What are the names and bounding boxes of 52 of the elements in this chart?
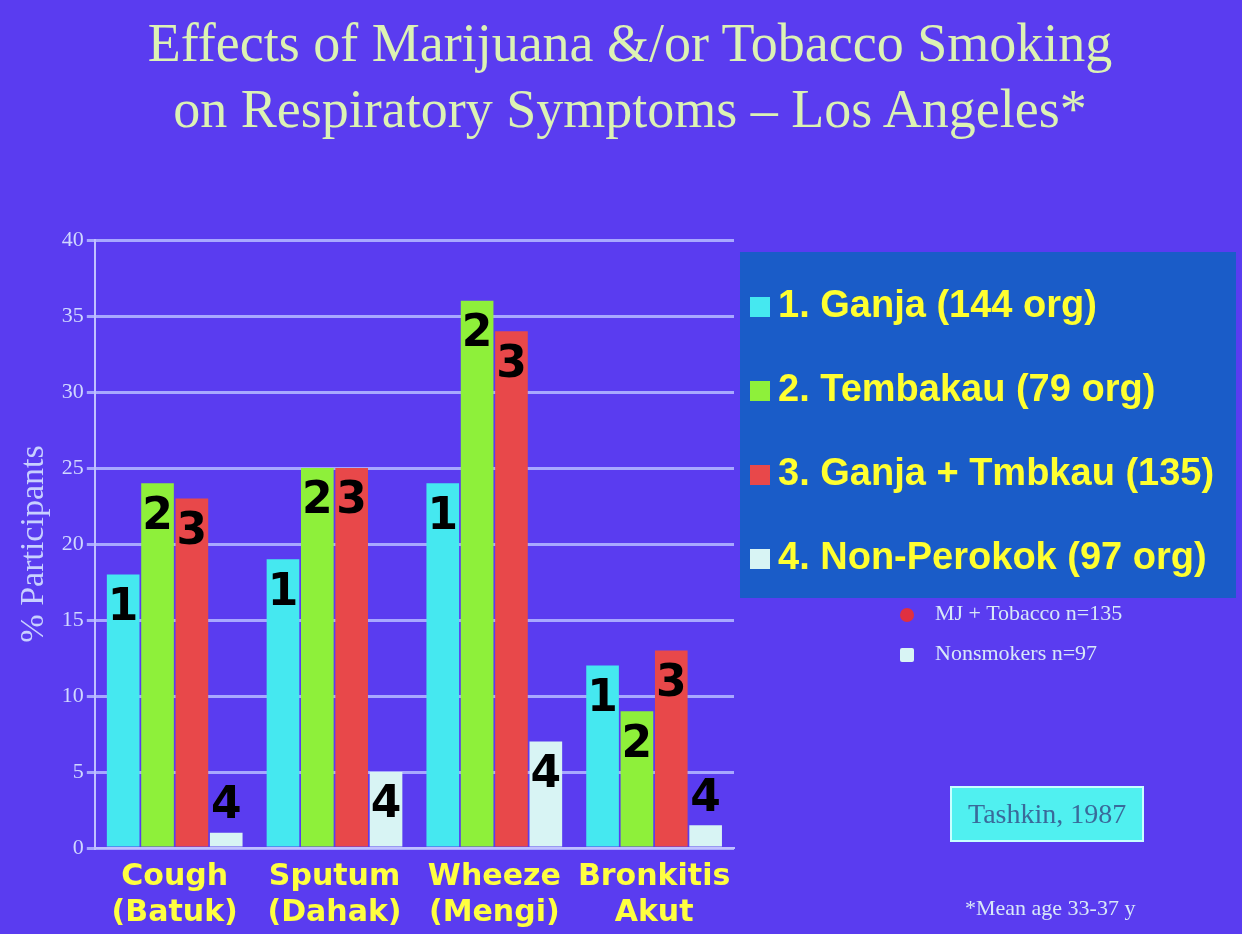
y-tick-label: 0 [72, 833, 84, 859]
bar [426, 483, 460, 847]
y-tick-label: 20 [61, 529, 84, 555]
annotation: 4 [530, 746, 562, 798]
annotation: 4 [690, 769, 721, 821]
y-tick-label: 30 [61, 377, 84, 403]
x-tick-label: Cough (Batuk) [111, 856, 238, 928]
y-tick-label: 10 [61, 681, 84, 707]
annotation: 3 [655, 654, 687, 706]
legend-label: 1. Ganja (144 org) [778, 283, 1097, 325]
annotation: 2 [302, 472, 333, 524]
y-tick-label: 40 [61, 225, 84, 251]
annotation: 3 [496, 335, 527, 387]
x-tick-label: Sputum (Dahak) [267, 856, 402, 928]
bar [301, 468, 334, 847]
bar [175, 498, 209, 847]
bar [335, 468, 368, 847]
bar [209, 832, 243, 847]
annotation: 1 [427, 487, 459, 539]
text: Tashkin, 1987 [950, 786, 1145, 842]
legend-label: 3. Ganja + Tmbkau (135) [778, 451, 1215, 493]
annotation: 1 [267, 563, 299, 615]
y-tick-label: 5 [72, 757, 84, 783]
y-tick-label: 35 [61, 301, 84, 327]
annotation: 4 [370, 776, 402, 828]
bar [689, 825, 722, 847]
annotation: 3 [336, 472, 367, 524]
annotation: 4 [210, 777, 242, 829]
legend-label: 4. Non-Perokok (97 org) [778, 535, 1207, 577]
y-axis-title: % Participants [13, 445, 51, 643]
y-tick-label: 25 [61, 453, 84, 479]
bar [654, 650, 688, 847]
annotation: 1 [587, 670, 618, 722]
chart-title: Effects of Marijuana &/or Tobacco Smoking on Respiratory Symptoms – Los Angeles* [146, 12, 1114, 141]
x-tick-label: Bronkitis Akut [577, 856, 731, 928]
text: Nonsmokers n=97 [935, 640, 1098, 666]
text: MJ + Tobacco n=135 [935, 600, 1123, 626]
text: *Mean age 33-37 y [965, 895, 1136, 921]
bar [586, 665, 619, 847]
bar [266, 559, 300, 847]
bar [495, 331, 528, 847]
bar [460, 300, 494, 847]
annotation: 3 [176, 502, 208, 554]
annotation: 1 [107, 578, 139, 630]
annotation: 2 [621, 715, 653, 767]
annotation: 2 [461, 305, 493, 357]
bar [141, 483, 174, 847]
bar [106, 574, 140, 847]
x-tick-label: Wheeze (Mengi) [427, 856, 561, 928]
legend-label: 2. Tembakau (79 org) [778, 367, 1156, 409]
annotation: 2 [142, 487, 173, 539]
y-tick-label: 15 [61, 605, 84, 631]
